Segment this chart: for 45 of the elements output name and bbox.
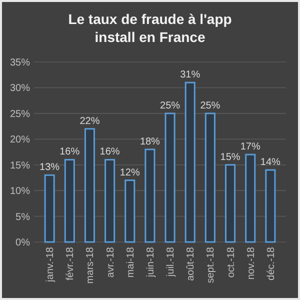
- bar: [225, 164, 236, 243]
- bar: [164, 112, 176, 243]
- y-tick-label: 5%: [16, 212, 30, 223]
- bar: [44, 174, 55, 243]
- x-tick-label: juil.-18: [166, 246, 177, 278]
- y-tick-label: 35%: [10, 58, 30, 68]
- bar: [265, 169, 276, 243]
- data-label: 16%: [60, 146, 80, 158]
- y-tick-label: 25%: [10, 108, 30, 120]
- bar: [64, 158, 75, 243]
- y-tick-label: 30%: [10, 83, 30, 94]
- data-label: 13%: [40, 162, 60, 174]
- bar: [104, 158, 116, 243]
- x-tick-label: nov.-18: [246, 246, 257, 280]
- y-tick-label: 15%: [10, 160, 30, 172]
- bar: [184, 82, 196, 243]
- data-label: 22%: [80, 116, 100, 127]
- data-label: 16%: [100, 146, 120, 158]
- data-label: 15%: [220, 152, 240, 163]
- bar: [204, 112, 216, 243]
- data-label: 31%: [180, 70, 200, 81]
- data-label: 18%: [140, 136, 160, 148]
- data-label: 14%: [260, 157, 281, 168]
- x-tick-label: mai-18: [125, 246, 136, 278]
- x-tick-label: déc.-18: [266, 246, 277, 280]
- data-label: 25%: [200, 100, 220, 112]
- x-tick-label: mars-18: [85, 246, 96, 284]
- y-tick-label: 0%: [16, 238, 30, 248]
- x-tick-label: juin-18: [145, 246, 156, 278]
- x-tick-label: janv.-18: [45, 246, 56, 283]
- bar: [245, 154, 256, 243]
- x-tick-label: avr.-18: [105, 246, 116, 278]
- y-tick-label: 20%: [10, 134, 30, 146]
- x-tick-label: sept.-18: [206, 246, 217, 284]
- data-label: 17%: [240, 142, 260, 153]
- bar: [144, 148, 156, 243]
- data-label: 25%: [160, 100, 180, 112]
- bar: [124, 180, 136, 243]
- bar: [84, 128, 95, 243]
- data-label: 12%: [120, 167, 140, 178]
- chart-title: Le taux de fraude à l'app install en France: [68, 11, 232, 45]
- x-tick-label: août-18: [186, 246, 197, 281]
- y-tick-label: 10%: [10, 186, 30, 198]
- x-tick-label: oct.-18: [226, 246, 237, 278]
- x-tick-label: févr.-18: [65, 246, 76, 280]
